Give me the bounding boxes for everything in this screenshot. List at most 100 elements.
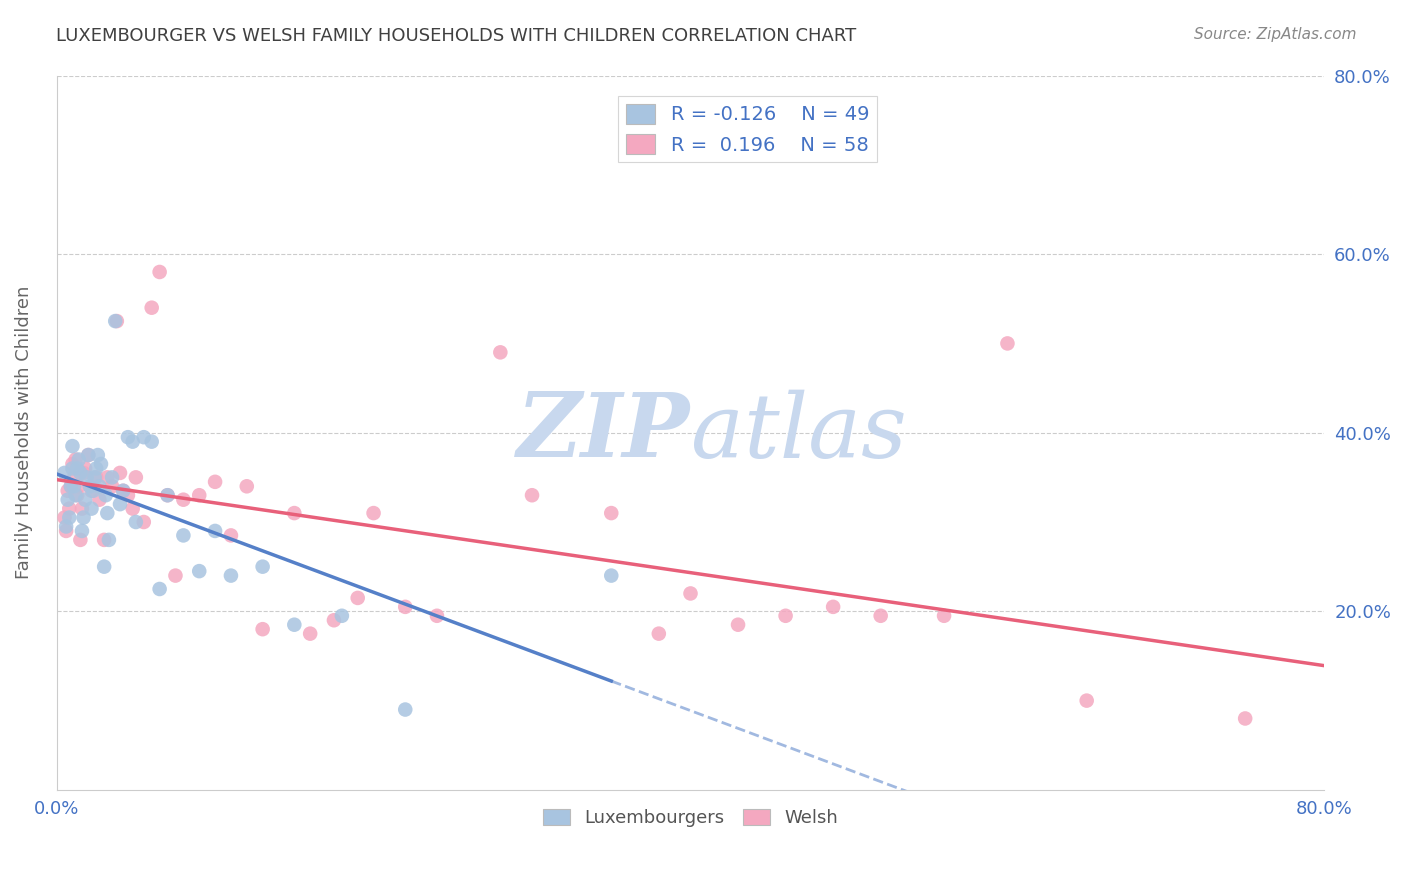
Point — [679, 586, 702, 600]
Point — [62, 457, 84, 471]
Point — [172, 492, 194, 507]
Point — [59, 479, 82, 493]
Point — [125, 515, 148, 529]
Point — [330, 608, 353, 623]
Point — [55, 519, 77, 533]
Point — [70, 524, 93, 538]
Point — [77, 448, 100, 462]
Point — [96, 506, 118, 520]
Point — [62, 439, 84, 453]
Point — [1234, 711, 1257, 725]
Point — [125, 470, 148, 484]
Legend: Luxembourgers, Welsh: Luxembourgers, Welsh — [536, 802, 845, 835]
Point — [121, 501, 143, 516]
Point — [101, 479, 124, 493]
Point — [101, 470, 124, 484]
Point — [67, 452, 90, 467]
Point — [394, 599, 416, 614]
Point — [62, 461, 84, 475]
Point — [252, 622, 274, 636]
Point — [90, 457, 112, 471]
Point — [79, 479, 101, 493]
Point — [84, 470, 107, 484]
Point — [156, 488, 179, 502]
Point — [82, 483, 104, 498]
Point — [394, 702, 416, 716]
Point — [53, 466, 76, 480]
Point — [112, 483, 135, 498]
Point — [69, 466, 91, 480]
Point — [132, 515, 155, 529]
Point — [93, 533, 115, 547]
Point — [66, 488, 89, 502]
Point — [932, 608, 955, 623]
Point — [77, 448, 100, 462]
Point — [56, 492, 79, 507]
Point — [94, 488, 117, 502]
Point — [1076, 693, 1098, 707]
Point — [80, 483, 103, 498]
Point — [70, 501, 93, 516]
Point — [76, 470, 98, 484]
Point — [520, 488, 543, 502]
Point — [75, 461, 97, 475]
Point — [72, 510, 94, 524]
Point — [323, 613, 346, 627]
Point — [83, 470, 105, 484]
Point — [121, 434, 143, 449]
Point — [117, 488, 139, 502]
Point — [96, 470, 118, 484]
Point — [600, 506, 623, 520]
Point — [489, 345, 512, 359]
Point — [188, 488, 211, 502]
Point — [172, 528, 194, 542]
Point — [132, 430, 155, 444]
Point — [56, 483, 79, 498]
Point — [727, 617, 749, 632]
Point — [149, 582, 172, 596]
Point — [165, 568, 187, 582]
Point — [89, 479, 111, 493]
Point — [426, 608, 449, 623]
Point — [63, 470, 86, 484]
Point — [63, 479, 86, 493]
Point — [84, 461, 107, 475]
Point — [93, 559, 115, 574]
Point — [59, 479, 82, 493]
Text: ZIP: ZIP — [517, 390, 690, 476]
Point — [219, 528, 242, 542]
Point — [87, 448, 110, 462]
Point — [188, 564, 211, 578]
Point — [53, 510, 76, 524]
Point — [66, 461, 89, 475]
Point — [69, 533, 91, 547]
Y-axis label: Family Households with Children: Family Households with Children — [15, 286, 32, 580]
Point — [775, 608, 797, 623]
Point — [75, 492, 97, 507]
Text: atlas: atlas — [690, 389, 907, 476]
Point — [600, 568, 623, 582]
Point — [67, 479, 90, 493]
Point — [65, 452, 87, 467]
Point — [105, 314, 128, 328]
Point — [648, 626, 671, 640]
Point — [141, 434, 163, 449]
Point — [149, 265, 172, 279]
Point — [104, 314, 127, 328]
Point — [117, 430, 139, 444]
Point — [58, 501, 80, 516]
Text: Source: ZipAtlas.com: Source: ZipAtlas.com — [1194, 27, 1357, 42]
Point — [252, 559, 274, 574]
Point — [141, 301, 163, 315]
Point — [363, 506, 385, 520]
Point — [80, 501, 103, 516]
Point — [346, 591, 368, 605]
Point — [283, 617, 305, 632]
Point — [108, 466, 131, 480]
Point — [89, 492, 111, 507]
Point — [58, 510, 80, 524]
Point — [108, 497, 131, 511]
Point — [55, 524, 77, 538]
Point — [219, 568, 242, 582]
Point — [65, 488, 87, 502]
